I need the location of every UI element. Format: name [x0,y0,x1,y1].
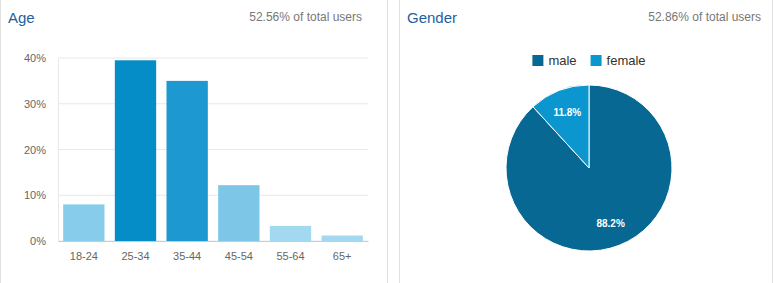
y-tick-label: 30% [24,98,46,110]
grid [58,58,368,241]
panel: Age 52.56% of total users 0% 10% 20% 30% 40% 18… [1,0,388,283]
legend-label: female [607,53,646,68]
bar [218,185,259,241]
pie-slice [533,85,589,168]
legend-swatch [532,55,543,66]
y-tick-label: 10% [24,189,46,201]
panel-border [400,0,773,283]
chart-title: Gender [407,9,457,26]
y-tick: 30% [24,98,58,110]
legend-label: male [548,53,576,68]
data-label: 11.8% [553,107,581,118]
grid-line [58,58,368,59]
y-tick: 40% [24,52,58,64]
legend-item: female [591,53,646,68]
bar [167,81,208,241]
grid-line [58,149,368,150]
x-axis: 18-24 25-34 35-44 45-54 55-64 65+ [59,241,369,262]
data-label: 88.2% [596,218,624,229]
y-axis-line [58,59,59,242]
x-tick: 25-34 [121,241,149,262]
grid-line [58,195,368,196]
x-tick-label: 65+ [333,250,352,262]
panel: Gender 52.86% of total users 88.2% 11.8% mal… [400,0,773,283]
legend-swatch [591,55,602,66]
legend: male female [532,53,645,68]
x-axis-line [59,241,369,242]
grid-line [58,103,368,104]
x-tick: 55-64 [276,241,304,262]
y-tick: 0% [30,235,58,247]
bar [115,60,156,241]
chart-canvas: Age 52.56% of total users 0% 10% 20% 30% 40% 18… [0,0,773,283]
y-axis: 0% 10% 20% 30% 40% [24,52,59,247]
y-tick: 10% [24,189,58,201]
bar [270,226,311,241]
y-tick-label: 20% [24,144,46,156]
x-tick-label: 18-24 [70,250,98,262]
data-labels: 88.2% 11.8% [553,107,624,229]
bar [322,236,363,241]
chart-subtitle: 52.56% of total users [249,10,362,24]
x-tick: 45-54 [225,241,253,262]
x-tick: 18-24 [70,241,98,262]
y-tick-label: 40% [24,52,46,64]
x-tick-label: 45-54 [225,250,253,262]
legend-item: male [532,53,576,68]
pie-slice [506,85,672,251]
x-tick-label: 55-64 [276,250,304,262]
x-tick: 35-44 [173,241,201,262]
x-tick-label: 25-34 [121,250,149,262]
chart-subtitle: 52.86% of total users [648,10,761,24]
chart-title: Age [8,9,35,26]
panel-border [1,0,388,283]
bar [63,204,104,241]
bars [63,60,363,241]
x-tick-label: 35-44 [173,250,201,262]
y-tick: 20% [24,144,58,156]
y-tick-label: 0% [30,235,46,247]
slices [506,85,672,251]
x-tick: 65+ [333,241,352,262]
